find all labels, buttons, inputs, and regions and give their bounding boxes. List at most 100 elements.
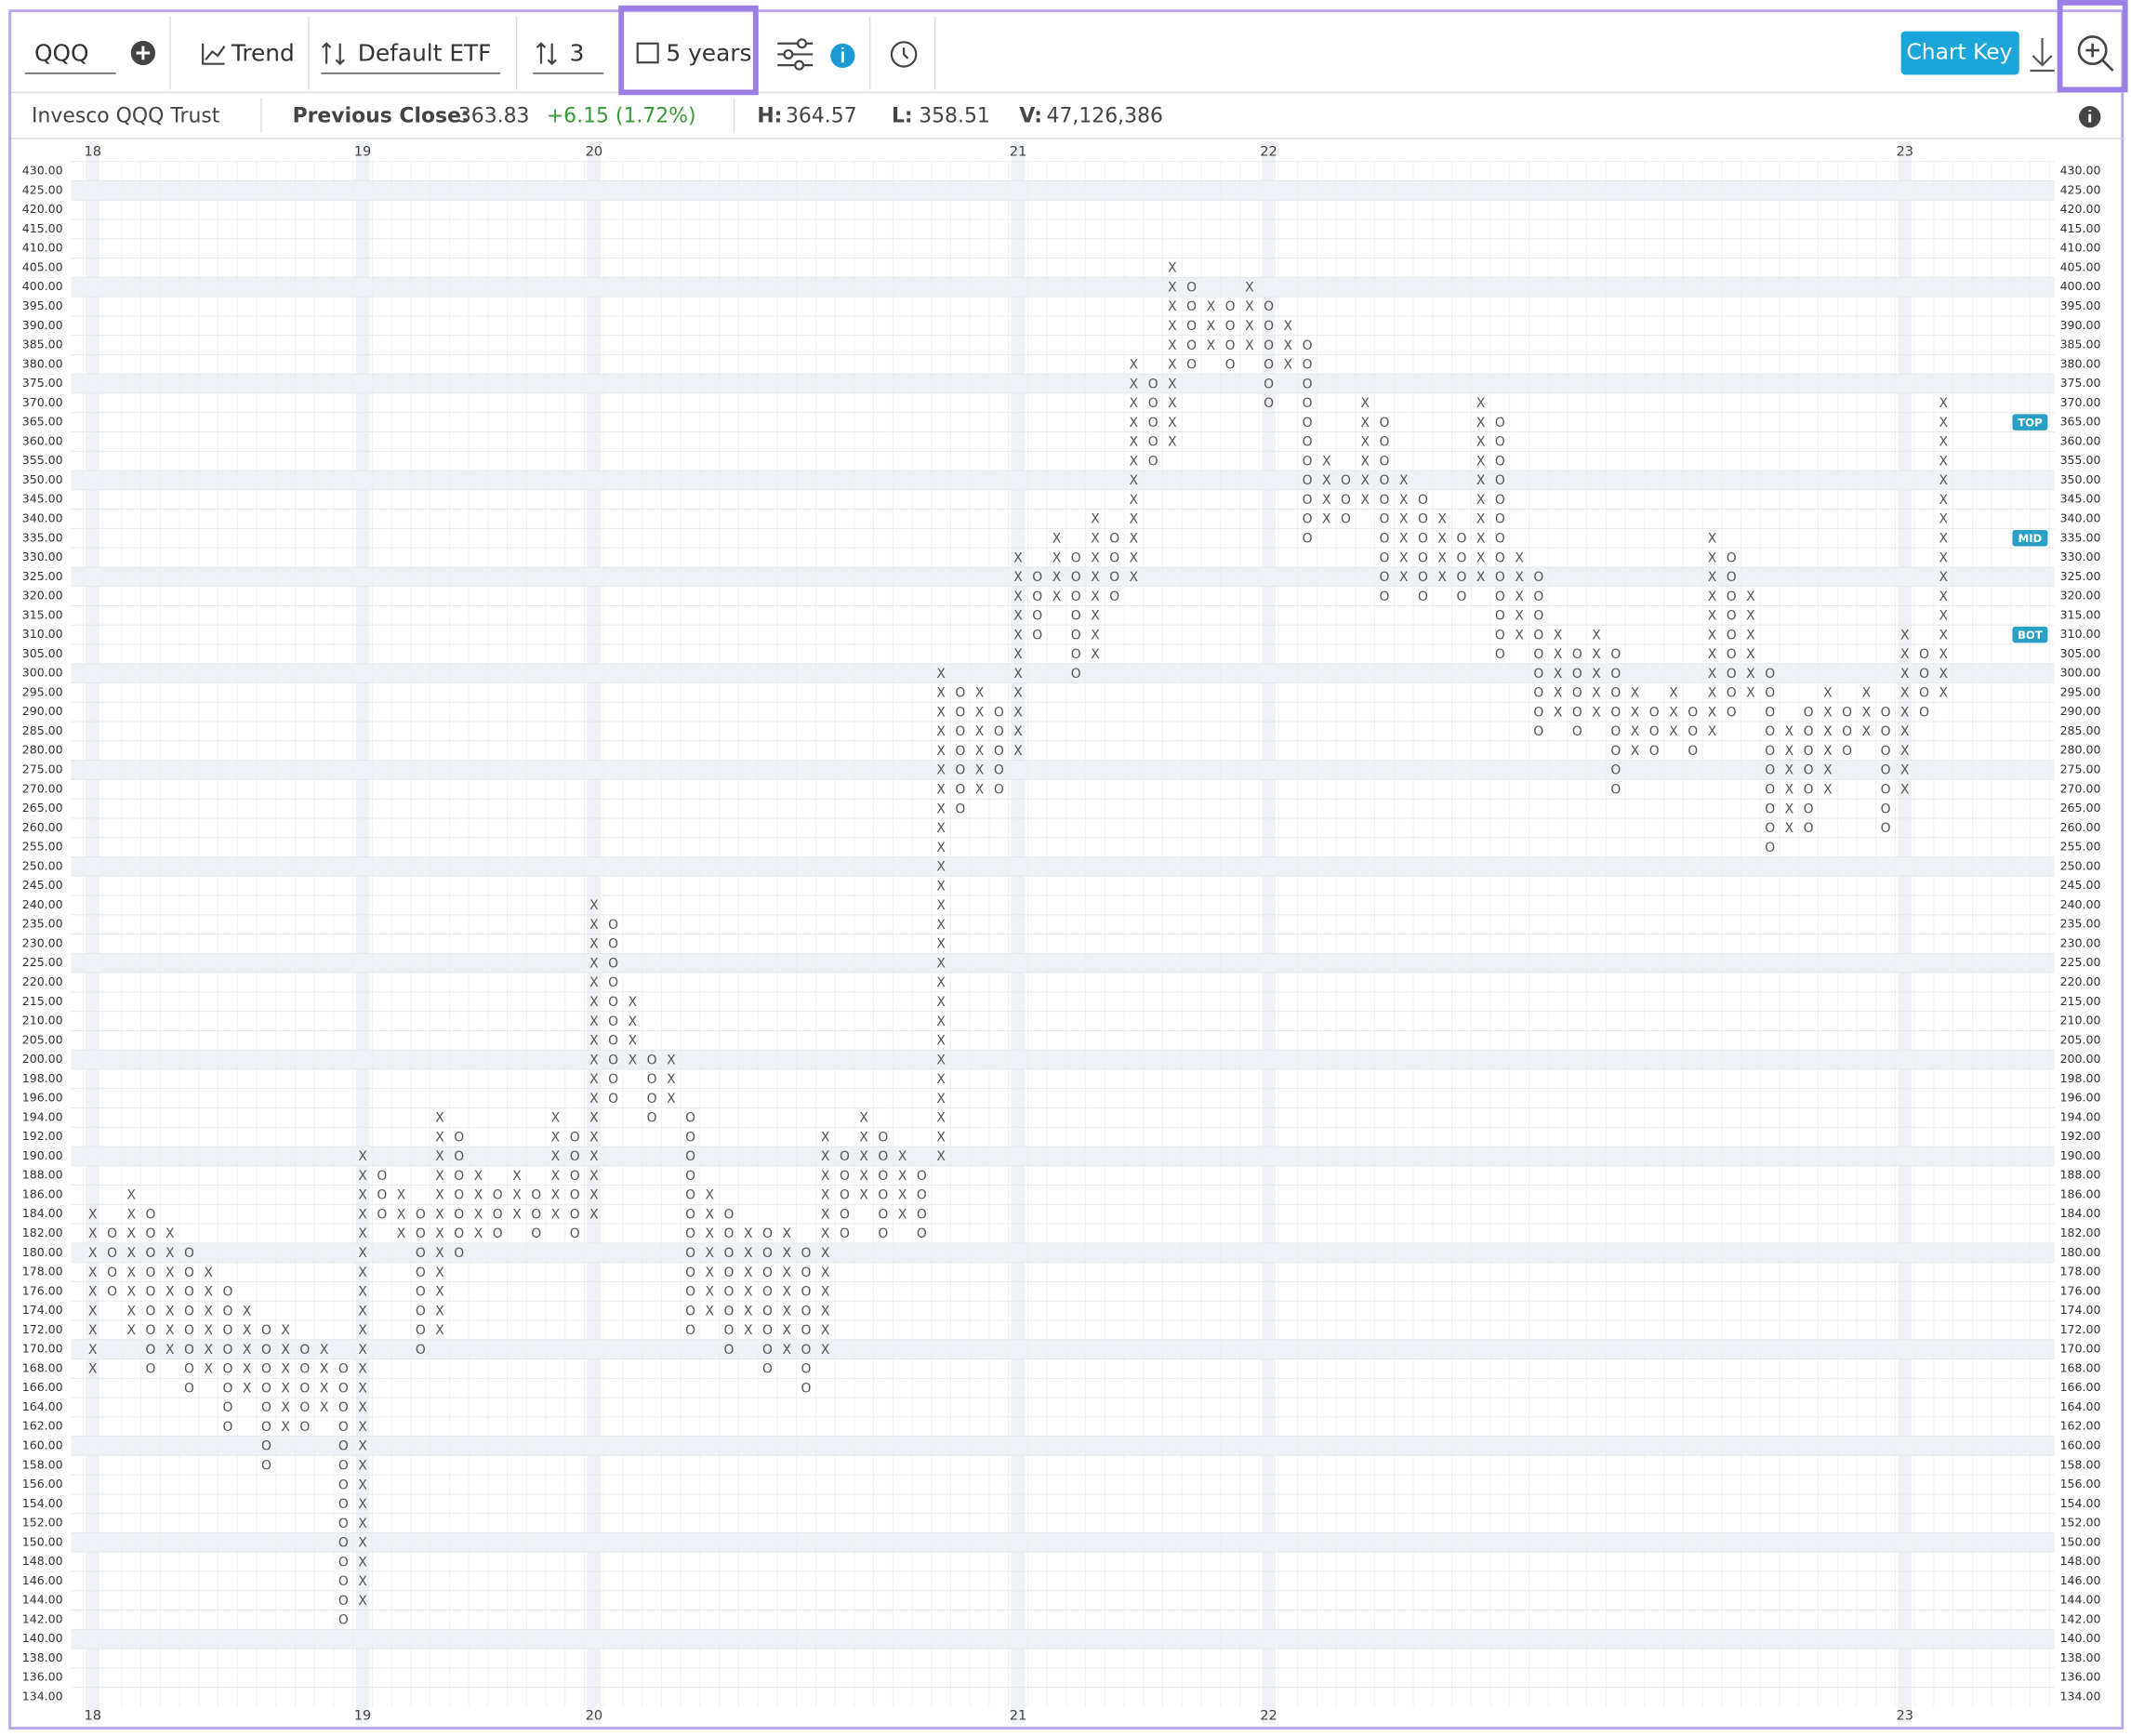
box: X xyxy=(589,1034,599,1049)
box: O xyxy=(801,1362,811,1377)
box: X xyxy=(589,1207,599,1222)
box: O xyxy=(1688,705,1698,720)
box: O xyxy=(570,1226,580,1241)
box: O xyxy=(1765,705,1775,720)
box: X xyxy=(88,1207,98,1222)
box: X xyxy=(706,1207,715,1222)
box: O xyxy=(608,1053,618,1067)
y-tick-label: 350.00 xyxy=(2060,472,2101,486)
box: X xyxy=(320,1400,329,1415)
box: X xyxy=(358,1304,367,1319)
box: X xyxy=(782,1304,791,1319)
box: X xyxy=(1013,647,1023,662)
box: O xyxy=(1418,531,1428,546)
box: X xyxy=(474,1169,483,1184)
box: X xyxy=(1592,628,1601,643)
period-select[interactable]: 5 years xyxy=(666,39,751,66)
box: X xyxy=(358,1536,367,1551)
zoom-button[interactable] xyxy=(2077,35,2114,72)
box: O xyxy=(570,1169,580,1184)
box: O xyxy=(1727,705,1737,720)
box: O xyxy=(1765,841,1775,855)
box: X xyxy=(782,1266,791,1280)
box: X xyxy=(1284,319,1293,334)
box: X xyxy=(512,1207,522,1222)
reversal-select[interactable]: 3 xyxy=(570,39,585,66)
box: O xyxy=(1804,744,1814,759)
box: O xyxy=(1765,763,1775,778)
box: X xyxy=(204,1304,213,1319)
box: X xyxy=(975,705,985,720)
y-tick-label: 164.00 xyxy=(22,1399,63,1413)
box: X xyxy=(281,1400,290,1415)
box: X xyxy=(1631,724,1640,739)
box: X xyxy=(744,1246,753,1261)
row-band xyxy=(71,180,2055,201)
box: X xyxy=(1785,724,1794,739)
o-column: OOO xyxy=(493,1188,503,1242)
box: X xyxy=(744,1266,753,1280)
trend-button[interactable]: Trend xyxy=(231,39,295,66)
symbol-input[interactable]: QQQ xyxy=(34,39,89,66)
y-tick-label: 255.00 xyxy=(22,840,63,854)
y-tick-label: 172.00 xyxy=(2060,1322,2101,1336)
box: O xyxy=(222,1323,232,1338)
alert-button[interactable] xyxy=(890,41,918,68)
box: O xyxy=(1109,531,1119,546)
box: X xyxy=(1322,473,1331,488)
y-tick-label: 330.00 xyxy=(22,550,63,563)
o-column: OOO xyxy=(531,1188,541,1242)
box: O xyxy=(416,1266,426,1280)
box: X xyxy=(589,898,599,913)
box: X xyxy=(744,1226,753,1241)
box: O xyxy=(724,1304,735,1319)
box: X xyxy=(1592,647,1601,662)
box: X xyxy=(629,1053,638,1067)
box: X xyxy=(1476,531,1486,546)
box: X xyxy=(1939,550,1949,565)
box: O xyxy=(1225,299,1236,314)
box: X xyxy=(88,1304,98,1319)
settings-icon[interactable] xyxy=(777,38,814,71)
row-band xyxy=(71,760,2055,780)
year-label: 19 xyxy=(354,1707,372,1723)
box: X xyxy=(204,1362,213,1377)
box: X xyxy=(1900,744,1910,759)
box: O xyxy=(608,937,618,952)
box: O xyxy=(1572,647,1582,662)
box: O xyxy=(994,744,1004,759)
box: O xyxy=(917,1226,927,1241)
box: X xyxy=(204,1323,213,1338)
box: O xyxy=(1418,512,1428,527)
year-stripe xyxy=(355,140,370,1725)
y-tick-label: 186.00 xyxy=(2060,1186,2101,1200)
box: O xyxy=(1109,570,1119,585)
x-column: XXX xyxy=(397,1188,406,1242)
y-tick-label: 380.00 xyxy=(2060,356,2101,370)
box: X xyxy=(88,1226,98,1241)
box: X xyxy=(435,1149,444,1164)
y-tick-label: 174.00 xyxy=(2060,1303,2101,1317)
box: O xyxy=(1881,744,1891,759)
style-select[interactable]: Default ETF xyxy=(358,39,492,66)
box: X xyxy=(1708,609,1717,624)
box: X xyxy=(936,995,946,1010)
chart-key-button[interactable] xyxy=(1900,31,2019,75)
box: O xyxy=(146,1323,156,1338)
download-button[interactable] xyxy=(2030,37,2055,73)
box: X xyxy=(821,1130,830,1145)
box: X xyxy=(1939,609,1949,624)
box: X xyxy=(88,1323,98,1338)
